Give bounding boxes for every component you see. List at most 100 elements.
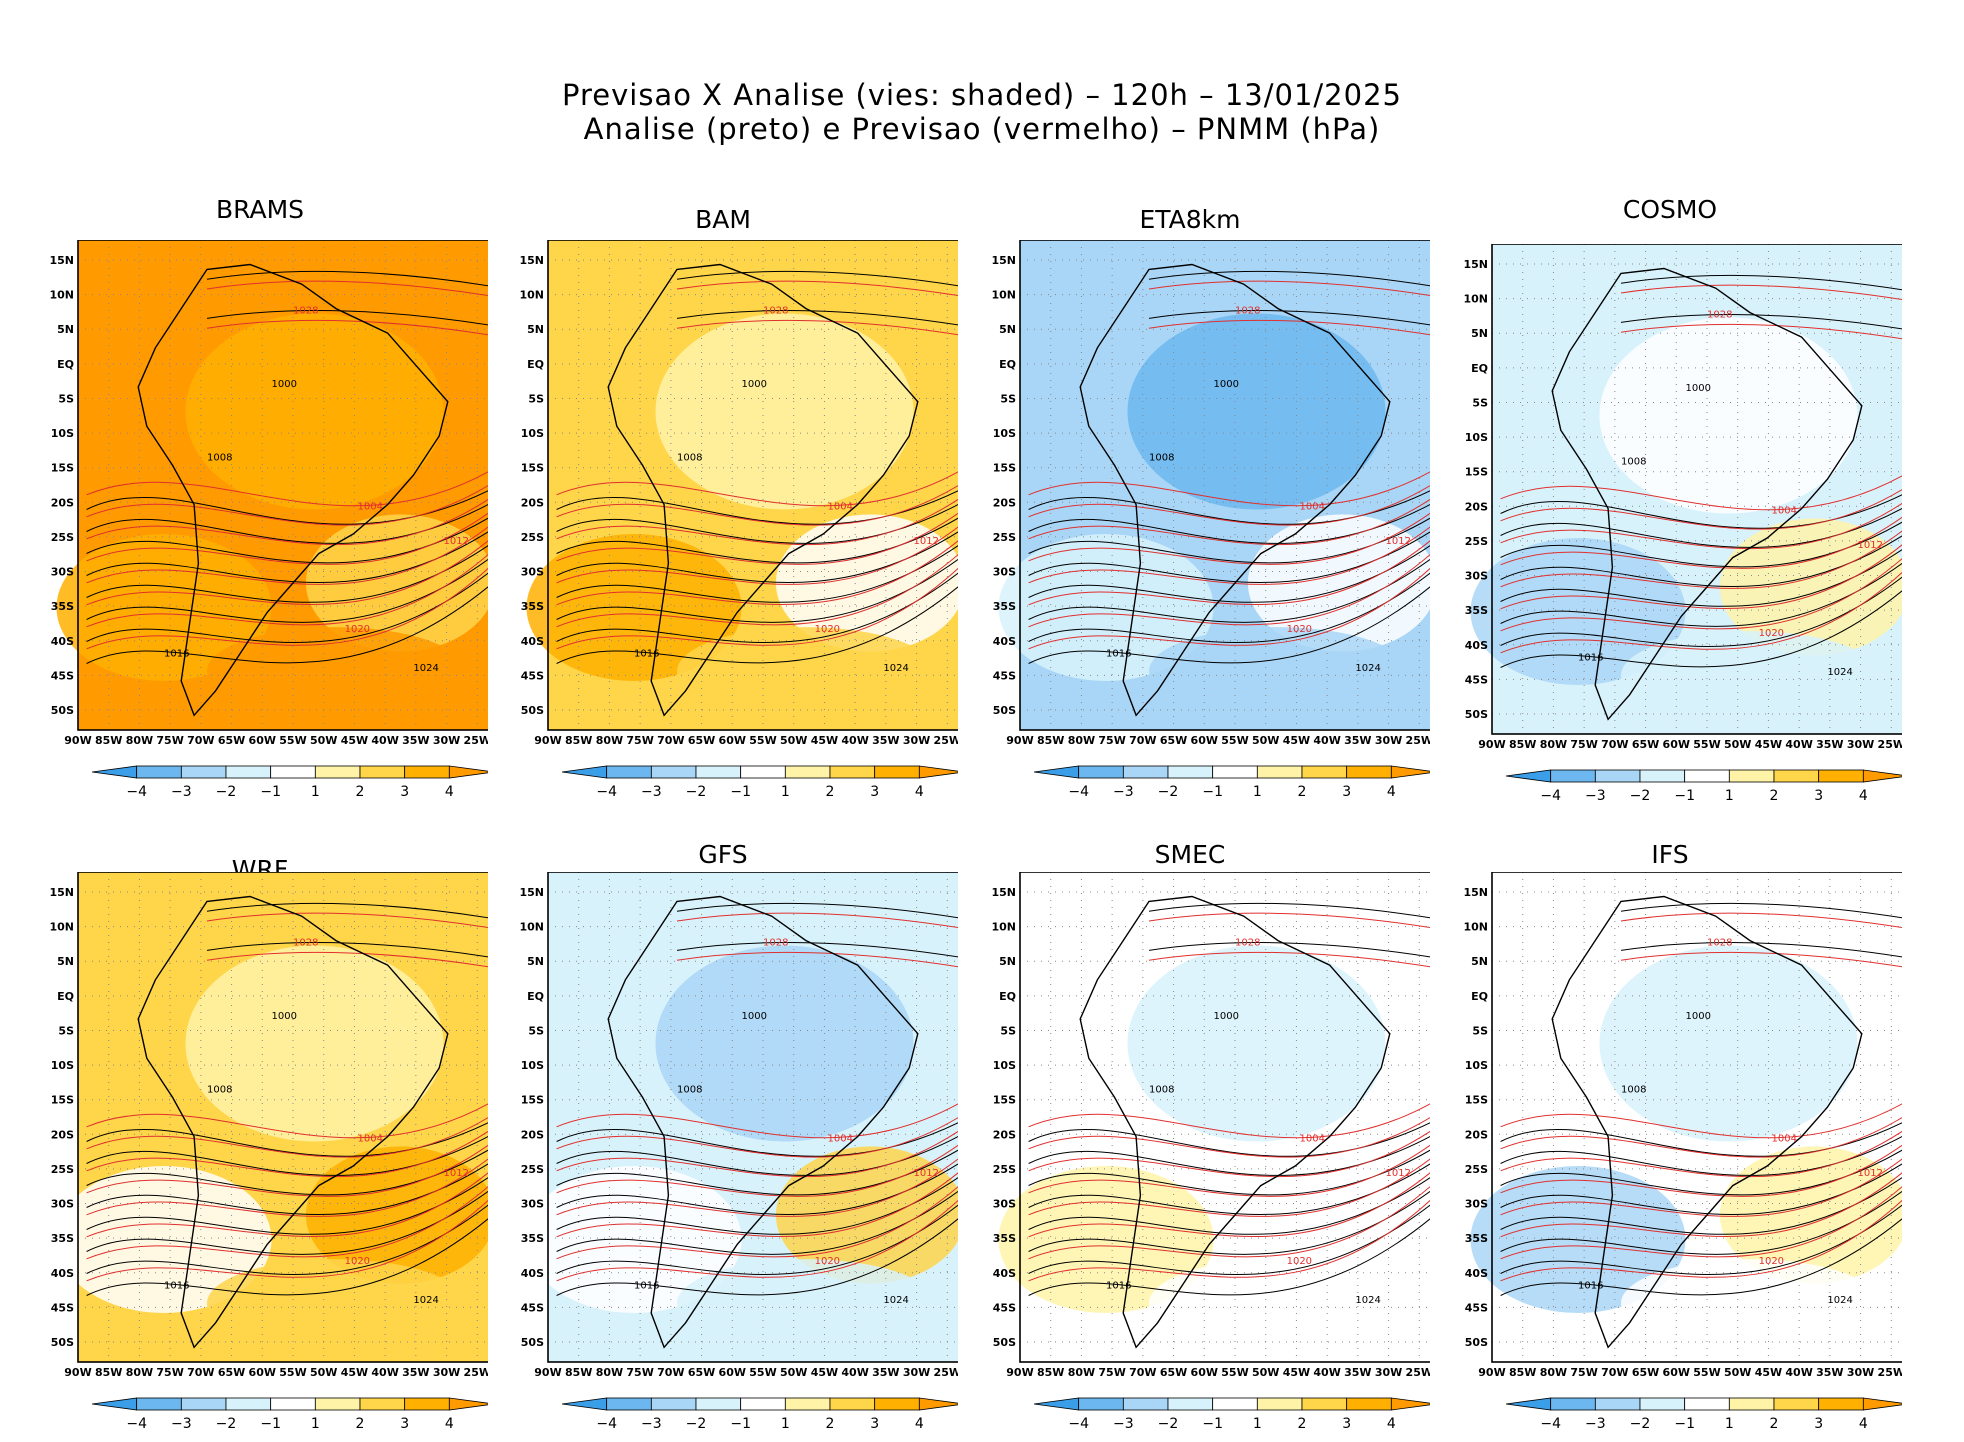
analysis-isobar — [556, 586, 958, 664]
lon-tick-label: 35W — [872, 1366, 899, 1379]
map-panel-cosmo: 1000 1004 1008 1012 1016 1020 1024 1028 15N 10N 5N… — [1452, 244, 1902, 814]
map-panel-gfs: 1000 1004 1008 1012 1016 1020 1024 1028 15N 10N 5N… — [508, 872, 958, 1442]
lon-tick-label: 90W — [64, 734, 91, 747]
forecast-isobar — [1028, 512, 1430, 565]
isobar-label: 1024 — [883, 1295, 908, 1306]
lon-tick-label: 40W — [1785, 738, 1812, 751]
analysis-isobar — [86, 572, 488, 643]
analysis-isobar — [1500, 562, 1902, 627]
colorbar-segment — [1684, 769, 1730, 783]
lon-tick-label: 85W — [95, 1366, 122, 1379]
lat-tick-label: 40S — [51, 635, 74, 648]
map-panel-ifs: 1000 1004 1008 1012 1016 1020 1024 1028 15N 10N 5N… — [1452, 872, 1902, 1442]
isobar-label: 1016 — [634, 649, 659, 660]
lon-tick-label: 80W — [1068, 1366, 1095, 1379]
lon-tick-label: 70W — [1129, 734, 1156, 747]
isobar-label: 1028 — [1707, 310, 1732, 321]
bias-shading-area — [1247, 1146, 1430, 1284]
map-panel-bam: 1000 1004 1008 1012 1016 1020 1024 1028 15N 10N 5N… — [508, 240, 958, 810]
colorbar-segment — [314, 765, 361, 779]
colorbar-label: −3 — [171, 784, 192, 800]
colorbar-segment — [359, 1397, 406, 1411]
colorbar-segment — [606, 1397, 652, 1411]
isobar-label: 1012 — [444, 536, 469, 547]
forecast-isobar — [86, 1185, 488, 1260]
forecast-isobar — [556, 1158, 958, 1217]
lon-tick-label: 45W — [1283, 734, 1310, 747]
map-svg: 1000 1004 1008 1012 1016 1020 1024 1028 15N 10N 5N… — [519, 240, 958, 800]
analysis-isobar — [1620, 314, 1902, 330]
forecast-isobar — [556, 553, 958, 628]
isobar-label: 1012 — [1858, 540, 1883, 551]
forecast-isobar — [1148, 912, 1430, 929]
colorbar-segment — [1505, 1397, 1552, 1411]
analysis-isobar — [1028, 1121, 1430, 1157]
lat-tick-label: 10N — [991, 289, 1016, 302]
colorbar-label: 4 — [445, 784, 454, 800]
colorbar-label: 1 — [1253, 784, 1262, 800]
analysis-isobar — [1148, 270, 1430, 287]
forecast-isobar — [1028, 498, 1430, 546]
colorbar-segment — [1256, 765, 1303, 779]
lon-tick-label: 25W — [1406, 734, 1430, 747]
isobar-label: 1028 — [293, 938, 318, 949]
forecast-isobar — [1500, 475, 1902, 511]
lat-tick-label: 15N — [519, 254, 544, 267]
lat-tick-label: 5N — [527, 955, 544, 968]
forecast-isobar — [1028, 1144, 1430, 1197]
map-svg: 1000 1004 1008 1012 1016 1020 1024 1028 15N 10N 5N… — [49, 872, 488, 1432]
forecast-isobar — [86, 471, 488, 507]
lon-tick-label: 25W — [1878, 1366, 1902, 1379]
colorbar-label: 2 — [1298, 784, 1307, 800]
lon-tick-label: 80W — [126, 734, 153, 747]
isobar-label: 1008 — [207, 1085, 232, 1096]
analysis-isobar — [1028, 1218, 1430, 1296]
lat-tick-label: 5S — [58, 1024, 74, 1037]
lat-tick-label: 10N — [49, 289, 74, 302]
lat-tick-label: 25S — [1465, 1163, 1488, 1176]
forecast-isobar — [676, 319, 958, 336]
lon-tick-label: 60W — [1191, 734, 1218, 747]
lon-tick-label: 80W — [1068, 734, 1095, 747]
lat-tick-label: EQ — [527, 990, 544, 1003]
lon-tick-label: 90W — [64, 1366, 91, 1379]
colorbar-label: −2 — [1630, 788, 1651, 804]
analysis-isobar — [1620, 902, 1902, 919]
lat-tick-label: 5N — [999, 955, 1016, 968]
isobar-label: 1020 — [345, 624, 370, 635]
lon-tick-label: 60W — [1663, 1366, 1690, 1379]
colorbar-segment — [1550, 769, 1596, 783]
lat-tick-label: 25S — [521, 1163, 544, 1176]
continent-outline — [1551, 895, 1863, 1349]
lat-tick-label: 10N — [49, 921, 74, 934]
analysis-isobar — [1500, 1204, 1902, 1275]
colorbar-segment — [1818, 769, 1864, 783]
forecast-isobar — [1028, 553, 1430, 628]
lat-tick-label: 10N — [1463, 293, 1488, 306]
forecast-isobar — [1620, 951, 1902, 968]
forecast-isobar — [1028, 539, 1430, 606]
lon-tick-label: 55W — [1221, 1366, 1248, 1379]
lat-tick-label: EQ — [1471, 990, 1488, 1003]
isobar-label: 1008 — [1621, 457, 1646, 468]
bias-shading-area — [305, 1146, 488, 1284]
analysis-isobar — [86, 586, 488, 664]
colorbar-label: −1 — [260, 1416, 281, 1432]
colorbar-label: −4 — [126, 1416, 147, 1432]
isobar-label: 1000 — [742, 1011, 767, 1022]
map-frame — [1019, 240, 1430, 731]
lon-tick-label: 40W — [371, 1366, 398, 1379]
lat-tick-label: 40S — [51, 1267, 74, 1280]
forecast-isobar — [556, 484, 958, 526]
colorbar-segment — [1728, 769, 1775, 783]
forecast-isobar — [1028, 567, 1430, 650]
isobar-label: 1016 — [164, 1281, 189, 1292]
colorbar-segment — [1639, 1397, 1686, 1411]
lat-tick-label: 10N — [1463, 921, 1488, 934]
lon-tick-label: 55W — [749, 1366, 776, 1379]
lat-tick-label: 20S — [521, 1128, 544, 1141]
colorbar-segment — [1639, 769, 1686, 783]
lat-tick-label: 10S — [993, 427, 1016, 440]
lat-tick-label: 10N — [519, 921, 544, 934]
colorbar-label: −4 — [1068, 784, 1089, 800]
